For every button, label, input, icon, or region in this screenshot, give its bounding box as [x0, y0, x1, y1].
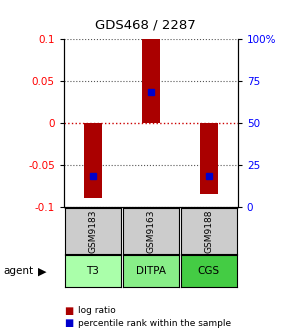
Bar	[200, 123, 218, 194]
Text: DITPA: DITPA	[136, 266, 166, 276]
Text: ■: ■	[64, 306, 73, 316]
Bar	[142, 39, 160, 123]
Text: GSM9188: GSM9188	[204, 209, 213, 253]
Text: GSM9163: GSM9163	[146, 209, 155, 253]
Text: ▶: ▶	[38, 266, 46, 276]
Bar	[84, 123, 102, 198]
Text: log ratio: log ratio	[78, 306, 116, 315]
Text: GSM9183: GSM9183	[88, 209, 97, 253]
Text: T3: T3	[86, 266, 99, 276]
Text: CGS: CGS	[198, 266, 220, 276]
Text: agent: agent	[3, 266, 33, 276]
Text: percentile rank within the sample: percentile rank within the sample	[78, 319, 231, 328]
Text: GDS468 / 2287: GDS468 / 2287	[95, 18, 195, 32]
Text: ■: ■	[64, 318, 73, 328]
